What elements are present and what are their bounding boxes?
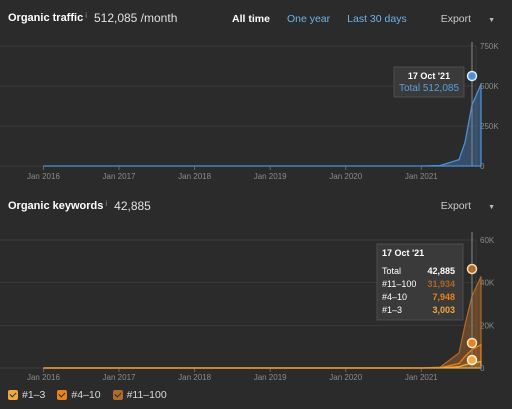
keywords-export-button[interactable]: Export ▼ [424,200,495,212]
keywords-tooltip-date: 17 Oct '21 [382,248,424,258]
keywords-tooltip: 17 Oct '21 Total 42,885 #11–100 31,934 #… [376,243,464,321]
chevron-down-icon: ▼ [488,17,495,24]
legend-label-4-10: #4–10 [71,389,101,401]
legend-label-11-100: #11–100 [126,389,167,401]
y-tick-label: 0 [480,364,485,373]
traffic-tooltip-date: 17 Oct '21 [408,71,450,81]
keywords-total-point[interactable] [466,263,478,275]
organic-keywords-title: Organic keywords [8,200,104,212]
info-icon[interactable]: i [105,198,108,208]
tooltip-value-4-10: 7,948 [432,292,455,302]
traffic-area [43,83,482,167]
tooltip-label-1-3: #1–3 [382,305,402,315]
organic-traffic-value: 512,085 /month [93,11,178,25]
y-tick-label: 20K [480,321,495,330]
x-tick-label: Jan 2017 [103,373,136,382]
x-tick-label: Jan 2016 [27,373,60,382]
tooltip-value-11-100: 31,934 [427,279,455,289]
checkbox-icon[interactable] [57,390,68,400]
traffic-export-label: Export [440,13,472,25]
y-tick-label: 0 [480,162,485,171]
traffic-tooltip: 17 Oct '21 Total 512,085 [393,66,465,98]
x-tick-label: Jan 2017 [103,172,136,181]
organic-traffic-header: Organic traffic i 512,085 /month [8,10,177,26]
organic-keywords-chart: 17 Oct '21 Total 42,885 #11–100 31,934 #… [0,232,495,382]
tab-one-year[interactable]: One year [286,13,331,25]
legend-label-1-3: #1–3 [22,389,46,401]
tab-last-30-days[interactable]: Last 30 days [347,13,407,25]
x-tick-label: Jan 2019 [254,373,287,382]
legend-item-11-100[interactable]: #11–100 [112,389,167,401]
checkbox-icon[interactable] [8,390,18,400]
y-tick-label: 500K [480,82,499,91]
tooltip-label-4-10: #4–10 [382,292,407,302]
range-tabs: All time One year Last 30 days Export ▼ [215,13,495,25]
checkbox-icon[interactable] [112,390,123,400]
y-tick-label: 60K [480,236,495,245]
organic-keywords-value: 42,885 [114,199,151,213]
keywords-legend: #1–3 #4–10 #11–100 [8,389,179,401]
chevron-down-icon: ▼ [488,204,495,211]
tooltip-value-total: 42,885 [427,266,455,276]
x-tick-label: Jan 2018 [178,373,211,382]
x-tick-label: Jan 2020 [329,373,362,382]
keywords-area-1-3 [43,360,482,369]
legend-item-1-3[interactable]: #1–3 [8,389,45,401]
y-tick-label: 250K [480,122,499,131]
y-tick-label: 750K [480,42,499,51]
x-tick-label: Jan 2016 [27,172,60,181]
tooltip-label-total: Total [382,266,401,276]
x-tick-label: Jan 2018 [178,172,211,181]
traffic-export-button[interactable]: Export ▼ [424,13,495,25]
keywords-toolbar: Export ▼ [407,200,495,212]
y-tick-label: 40K [480,279,495,288]
x-tick-label: Jan 2020 [329,172,362,181]
organic-traffic-title: Organic traffic [8,12,84,24]
traffic-tooltip-total: Total 512,085 [399,83,459,94]
organic-traffic-chart: 17 Oct '21 Total 512,085 750K 500K 250K 0 J… [0,42,499,181]
x-tick-label: Jan 2019 [254,172,287,181]
tooltip-value-1-3: 3,003 [432,305,455,315]
traffic-hover-point[interactable] [466,70,478,82]
keywords-1-3-point[interactable] [466,354,478,366]
info-icon[interactable]: i [85,10,87,20]
x-tick-label: Jan 2021 [405,373,438,382]
keywords-export-label: Export [440,200,472,212]
keywords-area-4-10 [43,343,482,369]
x-tick-label: Jan 2021 [405,172,438,181]
tooltip-label-11-100: #11–100 [382,279,416,289]
tab-all-time[interactable]: All time [232,13,270,25]
keywords-4-10-point[interactable] [466,337,478,349]
organic-keywords-header: Organic keywords i 42,885 [8,198,151,214]
legend-item-4-10[interactable]: #4–10 [57,389,101,401]
